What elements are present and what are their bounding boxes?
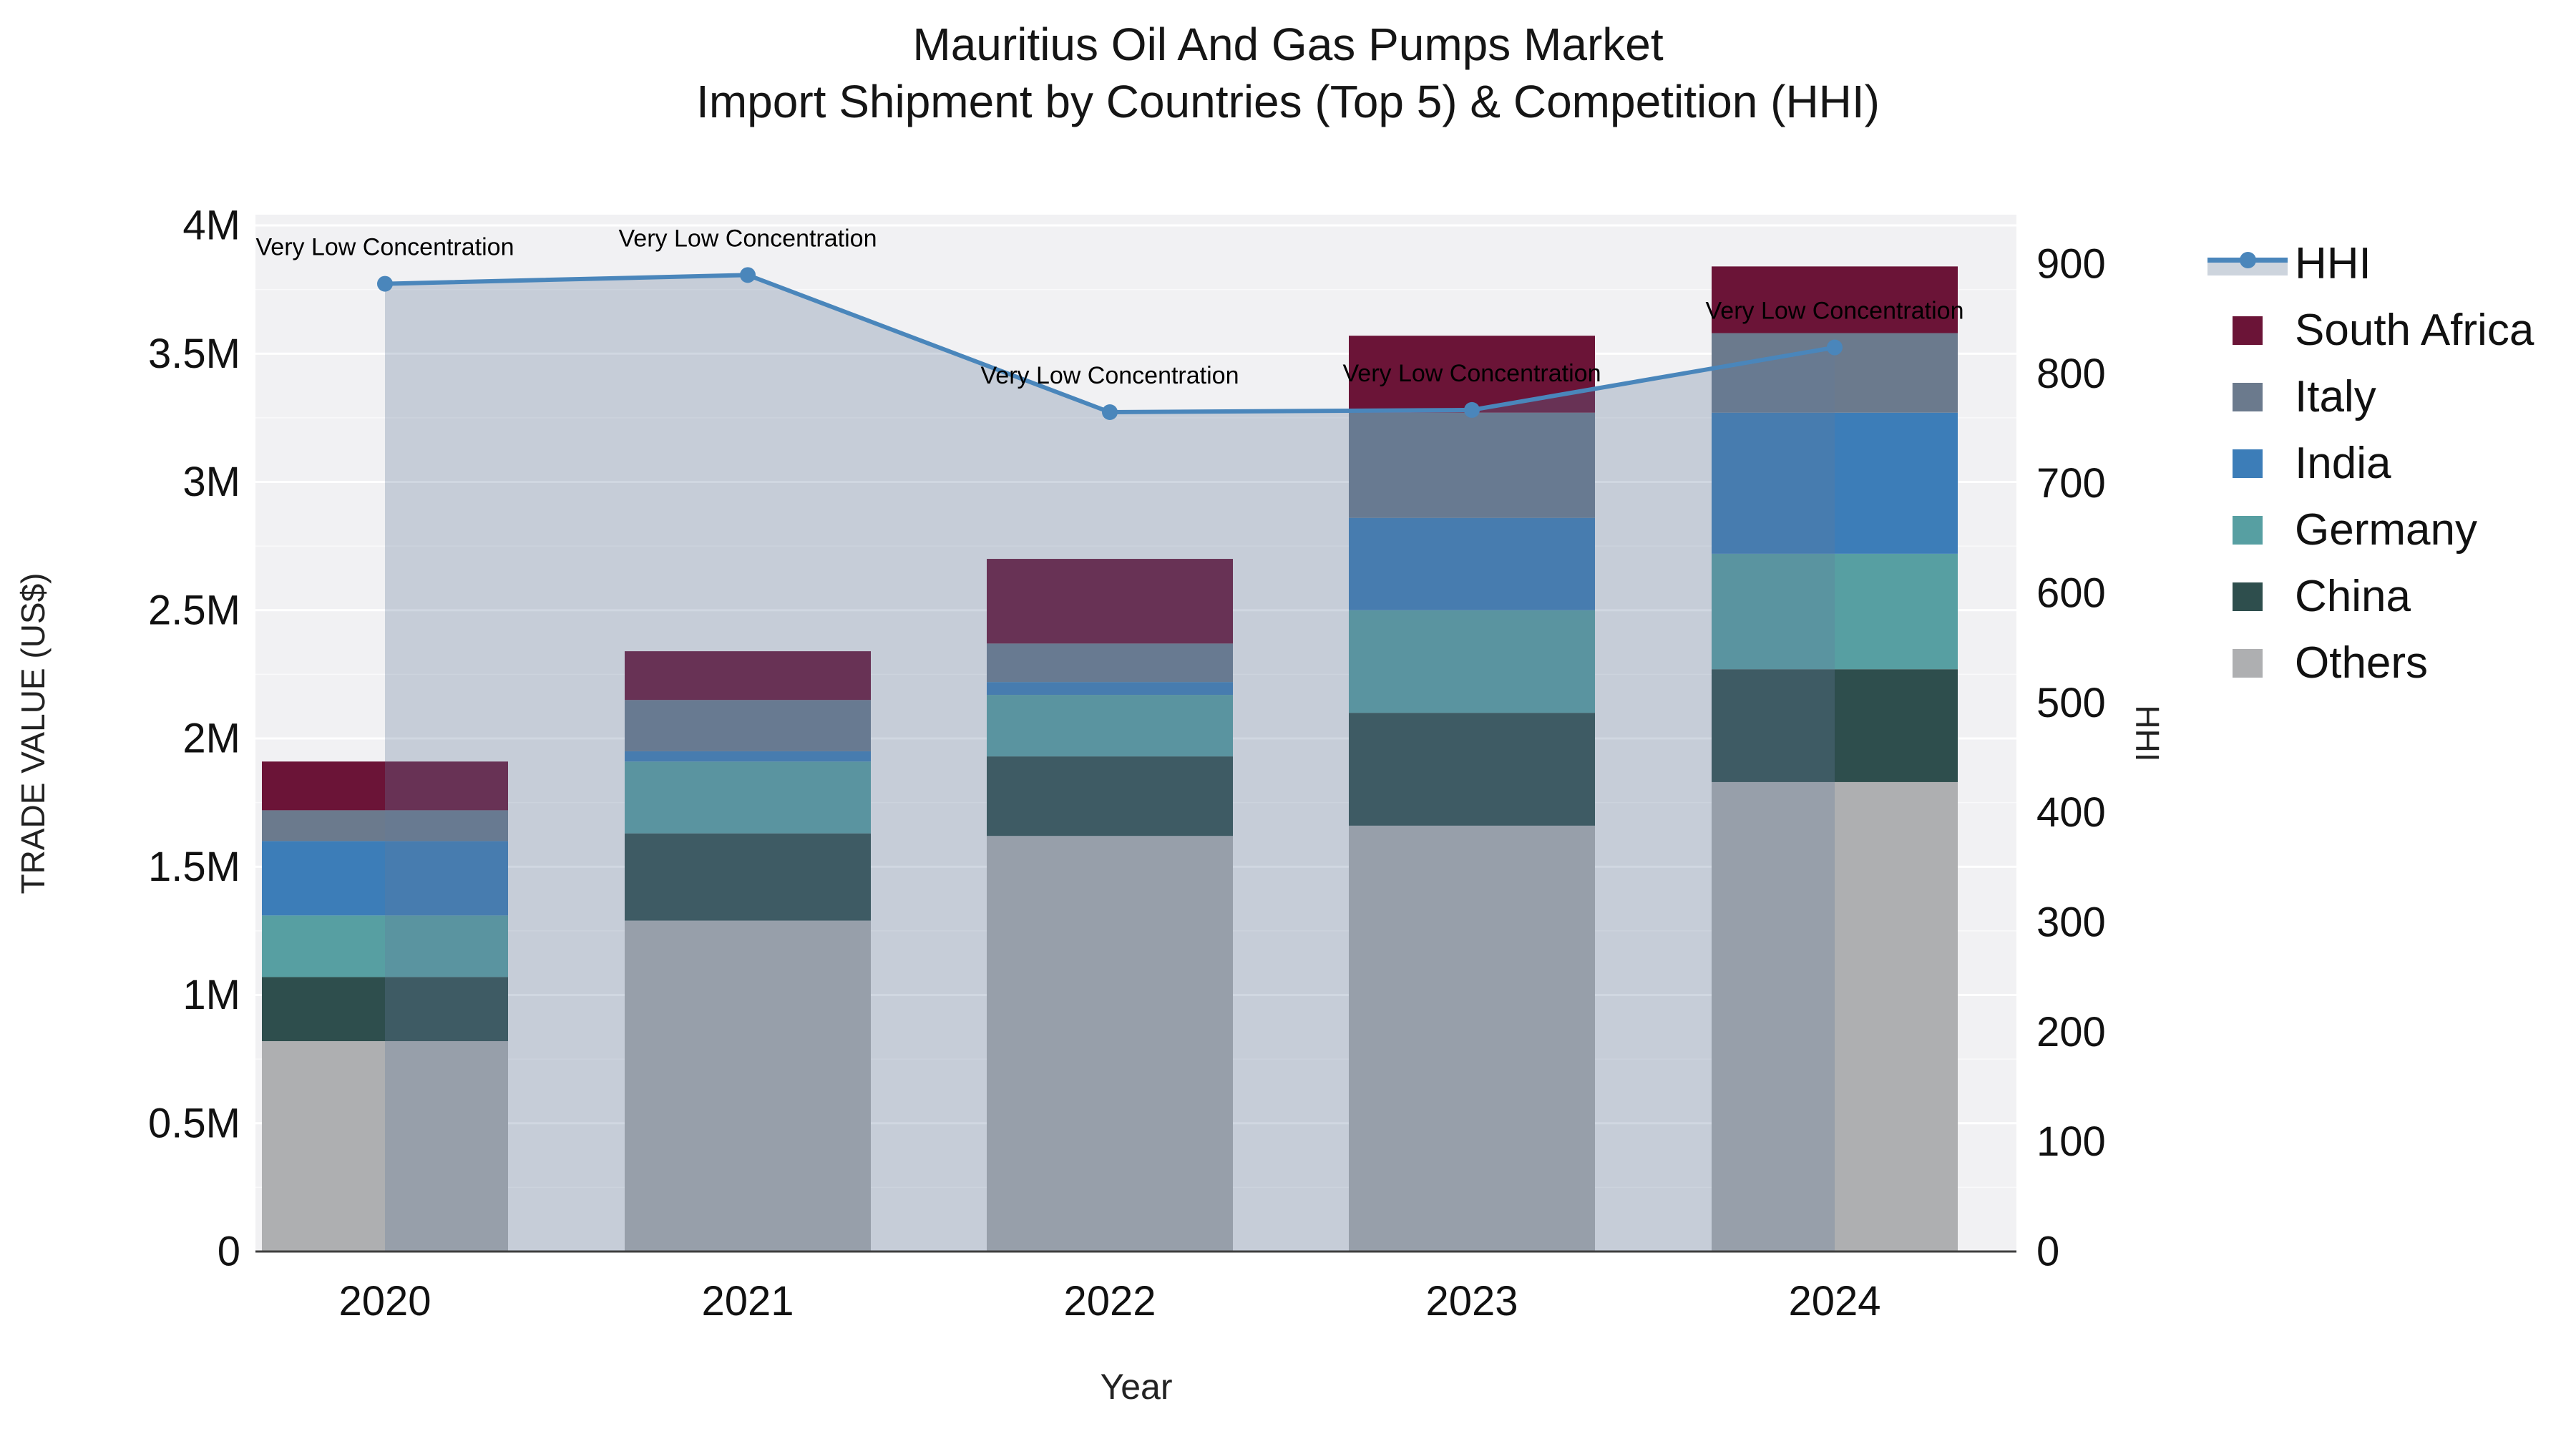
bar-segment-others-2020[interactable] [262, 1041, 508, 1252]
legend-swatch-icon [2207, 648, 2288, 678]
bar-segment-others-2023[interactable] [1349, 825, 1595, 1252]
bar-segment-china-2020[interactable] [262, 977, 508, 1042]
left-tick-0.5M: 0.5M [148, 1100, 240, 1146]
legend-label: China [2295, 572, 2411, 621]
annotation-2021: Very Low Concentration [619, 225, 877, 252]
right-axis-title: HHI [2129, 705, 2166, 761]
legend-swatch-icon [2207, 582, 2288, 611]
bar-segment-south-africa-2023[interactable] [1349, 336, 1595, 413]
bar-segment-others-2022[interactable] [987, 836, 1233, 1252]
legend-label: South Africa [2295, 306, 2534, 355]
legend: HHI South Africa Italy India Germany China Oth… [2207, 230, 2534, 696]
bar-segment-south-africa-2020[interactable] [262, 761, 508, 811]
left-tick-1M: 1M [182, 972, 240, 1018]
bar-segment-germany-2021[interactable] [625, 761, 871, 834]
left-tick-2.5M: 2.5M [148, 587, 240, 633]
right-tick-400: 400 [2036, 789, 2106, 836]
bar-segment-italy-2021[interactable] [625, 700, 871, 751]
right-tick-700: 700 [2036, 460, 2106, 507]
annotation-2022: Very Low Concentration [981, 362, 1239, 389]
left-tick-3.5M: 3.5M [148, 331, 240, 377]
hhi-point-2021[interactable] [740, 267, 756, 283]
legend-line-icon [2207, 251, 2288, 275]
hhi-area-fill [385, 275, 1835, 1252]
bar-segment-south-africa-2021[interactable] [625, 651, 871, 701]
bar-segment-italy-2020[interactable] [262, 810, 508, 841]
x-tick-2023: 2023 [1425, 1278, 1518, 1324]
legend-swatch-icon [2207, 515, 2288, 545]
right-tick-300: 300 [2036, 899, 2106, 946]
right-tick-600: 600 [2036, 570, 2106, 617]
legend-item-china[interactable]: China [2207, 563, 2534, 630]
x-tick-2021: 2021 [701, 1278, 794, 1324]
x-tick-2024: 2024 [1788, 1278, 1880, 1324]
legend-label: Germany [2295, 505, 2477, 555]
bar-segment-china-2021[interactable] [625, 833, 871, 921]
bar-segment-others-2024[interactable] [1712, 781, 1958, 1252]
legend-swatch-icon [2207, 449, 2288, 478]
x-tick-2022: 2022 [1063, 1278, 1156, 1324]
right-tick-200: 200 [2036, 1009, 2106, 1055]
legend-item-india[interactable]: India [2207, 430, 2534, 497]
bar-segment-china-2024[interactable] [1712, 669, 1958, 782]
bar-segment-south-africa-2024[interactable] [1712, 266, 1958, 333]
bar-segment-germany-2024[interactable] [1712, 553, 1958, 670]
legend-item-germany[interactable]: Germany [2207, 497, 2534, 563]
annotation-2020: Very Low Concentration [256, 234, 514, 261]
legend-item-others[interactable]: Others [2207, 630, 2534, 696]
bar-segment-germany-2023[interactable] [1349, 610, 1595, 713]
x-axis-title: Year [1100, 1367, 1172, 1407]
bar-segment-india-2021[interactable] [625, 751, 871, 762]
legend-item-italy[interactable]: Italy [2207, 364, 2534, 430]
bar-segment-india-2022[interactable] [987, 682, 1233, 696]
hhi-point-2023[interactable] [1464, 401, 1480, 418]
bar-segment-india-2024[interactable] [1712, 412, 1958, 554]
bar-segment-india-2020[interactable] [262, 841, 508, 916]
legend-swatch-icon [2207, 316, 2288, 345]
bar-segment-italy-2022[interactable] [987, 643, 1233, 683]
right-tick-900: 900 [2036, 241, 2106, 288]
bar-segment-germany-2022[interactable] [987, 695, 1233, 757]
left-tick-3M: 3M [182, 459, 240, 505]
legend-label: India [2295, 439, 2391, 488]
left-axis-title: TRADE VALUE (US$) [14, 572, 52, 894]
bar-segment-south-africa-2022[interactable] [987, 559, 1233, 644]
bar-segment-others-2021[interactable] [625, 920, 871, 1252]
left-tick-4M: 4M [182, 203, 240, 249]
hhi-point-2024[interactable] [1827, 339, 1843, 356]
legend-label: HHI [2295, 239, 2371, 288]
chart-title-line2: Import Shipment by Countries (Top 5) & C… [696, 76, 1880, 127]
hhi-point-2022[interactable] [1102, 404, 1118, 420]
chart-title: Mauritius Oil And Gas Pumps Market Impor… [0, 19, 2576, 127]
left-tick-0: 0 [218, 1229, 240, 1275]
left-tick-2M: 2M [182, 716, 240, 762]
right-tick-0: 0 [2036, 1229, 2059, 1275]
chart-title-line1: Mauritius Oil And Gas Pumps Market [912, 19, 1664, 70]
right-tick-500: 500 [2036, 680, 2106, 726]
legend-item-hhi[interactable]: HHI [2207, 230, 2534, 297]
bar-segment-germany-2020[interactable] [262, 915, 508, 977]
bar-segment-italy-2023[interactable] [1349, 412, 1595, 518]
x-tick-2020: 2020 [338, 1278, 431, 1324]
annotation-2023: Very Low Concentration [1343, 360, 1601, 387]
right-tick-100: 100 [2036, 1118, 2106, 1165]
legend-label: Italy [2295, 372, 2376, 421]
left-tick-1.5M: 1.5M [148, 844, 240, 890]
annotation-2024: Very Low Concentration [1706, 298, 1964, 325]
bar-segment-china-2022[interactable] [987, 756, 1233, 836]
right-tick-800: 800 [2036, 351, 2106, 397]
hhi-point-2020[interactable] [377, 275, 393, 292]
legend-swatch-icon [2207, 382, 2288, 411]
legend-label: Others [2295, 638, 2429, 688]
bar-segment-china-2023[interactable] [1349, 713, 1595, 826]
bar-segment-india-2023[interactable] [1349, 517, 1595, 610]
legend-item-south-africa[interactable]: South Africa [2207, 297, 2534, 364]
